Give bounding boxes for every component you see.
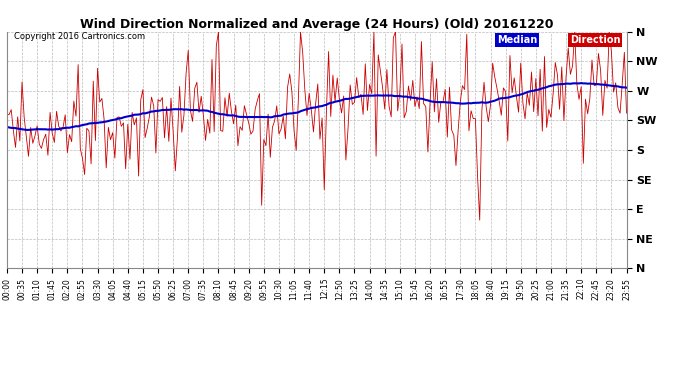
Text: Direction: Direction — [570, 35, 620, 45]
Text: Median: Median — [497, 35, 538, 45]
Title: Wind Direction Normalized and Average (24 Hours) (Old) 20161220: Wind Direction Normalized and Average (2… — [80, 18, 553, 31]
Text: Copyright 2016 Cartronics.com: Copyright 2016 Cartronics.com — [14, 32, 145, 41]
